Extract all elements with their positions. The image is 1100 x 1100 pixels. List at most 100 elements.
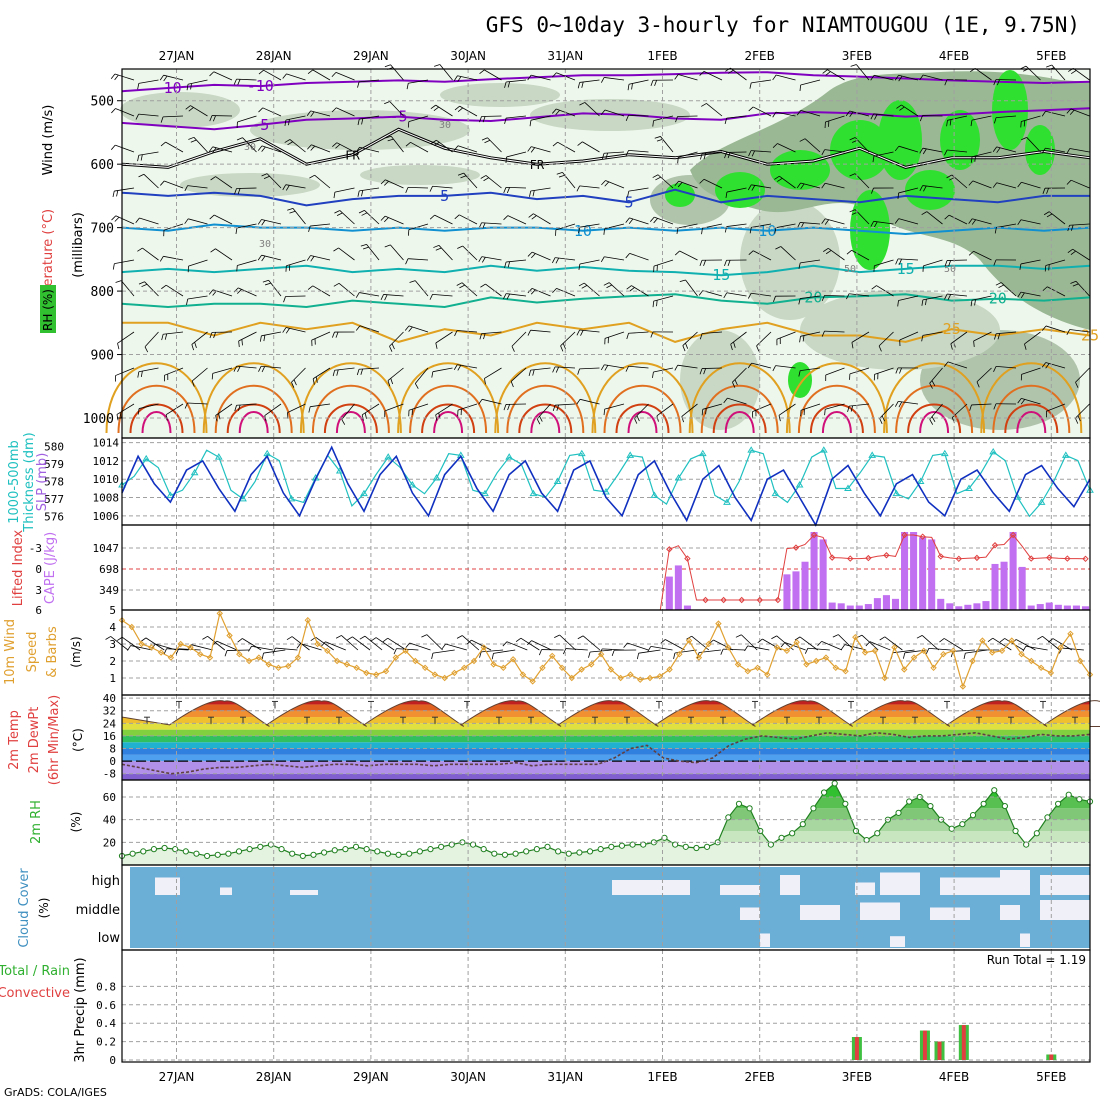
wind-barb-feather (482, 222, 486, 229)
wind-barb (756, 331, 772, 347)
rh-marker (501, 851, 509, 858)
wind-barb (286, 73, 306, 81)
wind-barb (387, 637, 407, 651)
wind-barb-feather (209, 71, 215, 77)
axis-title-wind10m: 10m Wind (3, 619, 18, 685)
wind-barb (579, 223, 600, 228)
wind-barb (557, 141, 576, 153)
rh-marker (906, 798, 913, 805)
wind-barb-feather (479, 116, 482, 123)
slp-line (121, 445, 1091, 527)
run-total-label: Run Total = 1.19 (987, 953, 1086, 967)
wind-barb-feather (744, 645, 749, 652)
rh-marker (586, 848, 594, 855)
wind-barb-feather (894, 145, 900, 152)
wind-barb (115, 108, 135, 117)
wind-barb (334, 187, 355, 193)
wind-barb-feather (929, 419, 934, 425)
isotherm-label: 5 (625, 193, 634, 211)
wind-barb-feather (347, 636, 353, 641)
li-marker (955, 555, 963, 563)
wind-barb-feather (799, 84, 802, 92)
wind-barb (531, 74, 551, 81)
wind-speed-marker (754, 664, 761, 672)
wind-barb-feather (190, 83, 192, 90)
wind-barb-feather (306, 255, 311, 261)
thickness-marker (989, 447, 998, 455)
wind-barb (677, 364, 698, 369)
wind-barb-feather (261, 146, 266, 152)
wind-barb-feather (261, 652, 264, 660)
wind-barb-feather (261, 173, 268, 177)
wind-barb-feather (479, 651, 482, 658)
wind-barb (685, 279, 698, 297)
axis-units-millibars: (millibars) (71, 212, 86, 278)
wind-barb-feather (1048, 638, 1054, 643)
wind-speed-marker (363, 669, 370, 677)
wind-barb-feather (1017, 219, 1022, 226)
wind-barb-feather (725, 192, 728, 199)
thickness-marker (747, 446, 756, 453)
rh-marker (799, 821, 806, 828)
wind-barb-feather (944, 214, 950, 220)
wind-barb-feather (259, 335, 262, 342)
axis-title-precip: 3hr Precip (mm) (73, 957, 88, 1062)
wind-barb-feather (307, 69, 313, 74)
wind-speed-marker (842, 667, 849, 675)
wind-speed-marker (343, 661, 351, 668)
wind-barb (212, 367, 233, 374)
wind-barb-feather (160, 180, 165, 186)
wind-speed-marker (783, 647, 791, 655)
wind-barb-feather (921, 299, 924, 306)
y-tick-label: 0.8 (96, 980, 116, 993)
wind-barb-feather (333, 247, 339, 252)
wind-barb-feather (733, 341, 736, 348)
wind-speed-marker (500, 664, 507, 672)
wind-barb-feather (479, 333, 482, 340)
wind-barb-feather (188, 136, 195, 140)
wind-barb-feather (822, 69, 828, 74)
wind-barb-feather (724, 260, 727, 267)
wind-barb (800, 259, 821, 264)
wind-barb (364, 635, 383, 651)
wind-speed-marker (578, 666, 585, 673)
isotherm-arch (506, 384, 585, 434)
rh-marker (608, 843, 615, 850)
wind-barb (559, 634, 576, 651)
wind-barb-feather (504, 261, 507, 268)
wind-speed-marker (666, 666, 673, 673)
wind-barb-feather (140, 370, 143, 378)
wind-barb-feather (282, 327, 287, 333)
isotherm-label: FR (530, 158, 545, 172)
rh-marker (735, 800, 743, 807)
rh-marker (810, 805, 817, 812)
wind-barb (390, 244, 404, 261)
wind-barb (207, 635, 226, 651)
wind-barb-feather (1042, 188, 1046, 194)
wind-barb-feather (625, 150, 629, 156)
wind-speed-marker (490, 661, 497, 668)
wind-barb-feather (601, 153, 605, 160)
wind-barb-feather (262, 279, 269, 283)
y-tick-label-left: 579 (44, 458, 64, 471)
wind-barb-feather (931, 380, 936, 386)
wind-barb-feather (287, 412, 289, 419)
wind-barb-feather (701, 409, 704, 416)
wind-barb (784, 642, 806, 651)
wind-speed-marker (940, 650, 947, 658)
cape-bar (964, 604, 972, 610)
wind-barb (579, 398, 600, 405)
rh-contour-label: 50 (844, 264, 856, 275)
rh-marker (820, 789, 828, 796)
y-tick-label: 1 (109, 672, 116, 685)
isotherm-label: 10 (758, 222, 776, 240)
wind-barb-feather (510, 381, 514, 388)
wind-barb (188, 259, 208, 267)
wind-barb-feather (233, 365, 237, 372)
wind-barb-feather (360, 368, 364, 375)
wind-barb (653, 367, 674, 373)
wind-barb-feather (749, 227, 752, 234)
wind-barb-feather (507, 81, 511, 88)
wind-speed-marker (157, 649, 165, 656)
wind-barb-feather (701, 228, 703, 235)
